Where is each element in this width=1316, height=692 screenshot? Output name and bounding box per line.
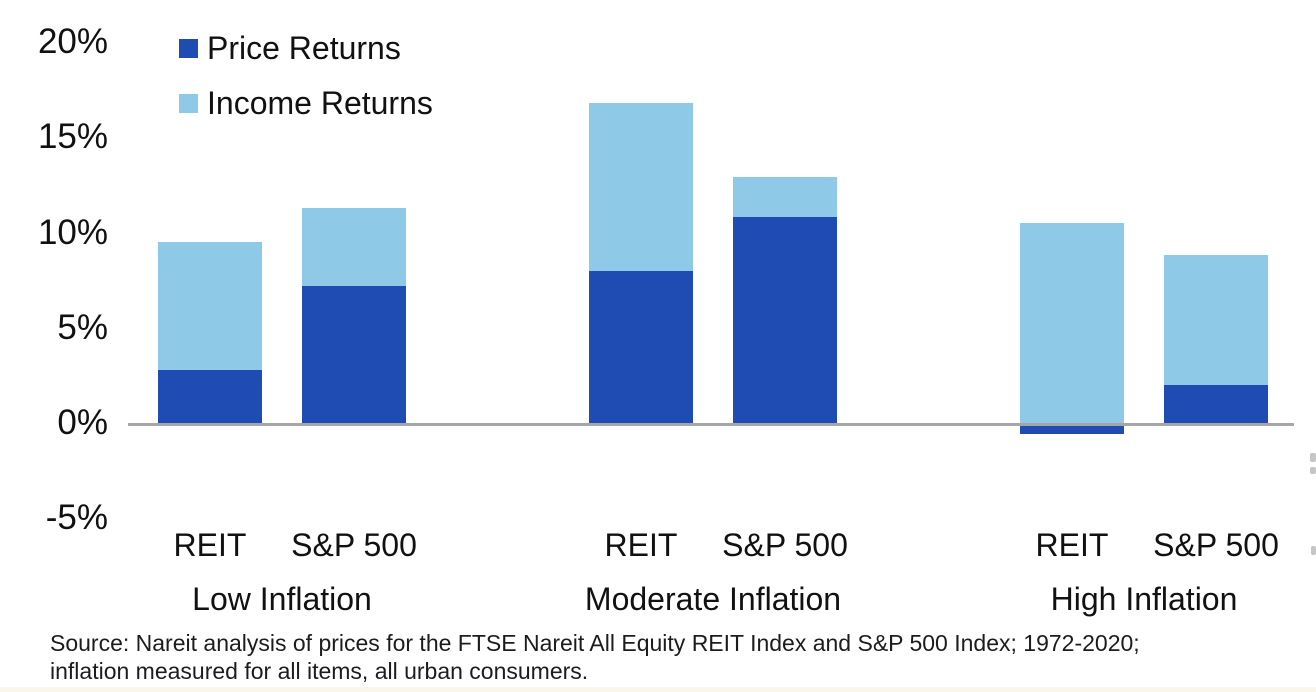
bar-label: S&P 500 (1153, 527, 1279, 563)
y-tick-label: 0% (57, 403, 108, 442)
y-tick-label: 20% (37, 22, 108, 61)
bar-label: S&P 500 (291, 527, 417, 563)
bar-segment-income (589, 102, 693, 271)
clipped-glyph-mark (1310, 453, 1316, 462)
zero-axis-line (128, 423, 1294, 426)
bar-segment-price (589, 270, 693, 423)
bar-segment-price-negative (1020, 426, 1124, 434)
legend-item: Income Returns (179, 85, 433, 121)
bar-segment-price (1164, 384, 1268, 423)
bar-segment-income (733, 177, 837, 218)
y-tick-label: -5% (45, 498, 108, 538)
bar-segment-price (733, 217, 837, 423)
legend-item: Price Returns (179, 30, 401, 66)
y-tick-label: 5% (57, 307, 108, 347)
bar-label: REIT (604, 527, 678, 563)
source-note: Source: Nareit analysis of prices for th… (50, 629, 1316, 685)
bar-segment-income (302, 207, 406, 286)
group-label: Low Inflation (192, 581, 372, 617)
bar-segment-price (158, 369, 262, 423)
bar-label: REIT (173, 527, 247, 563)
price-returns-swatch-icon (179, 38, 198, 58)
source-line-1: Source: Nareit analysis of prices for th… (50, 630, 1140, 656)
y-tick-label: 10% (37, 212, 108, 252)
clipped-glyph-mark (1310, 467, 1316, 474)
income-returns-swatch-icon (179, 93, 198, 113)
group-label: High Inflation (1050, 581, 1238, 617)
bar-segment-income (158, 242, 262, 370)
bar-segment-price (302, 285, 406, 423)
bar-segment-income (1164, 255, 1268, 385)
group-label: Moderate Inflation (584, 581, 842, 617)
bottom-edge-strip (0, 687, 1316, 692)
y-tick-label: 15% (37, 117, 108, 157)
bar-label: S&P 500 (722, 527, 848, 563)
legend-item-label: Price Returns (207, 30, 401, 66)
source-line-2: inflation measured for all items, all ur… (50, 658, 589, 684)
bar-label: REIT (1035, 527, 1109, 563)
legend-item-label: Income Returns (207, 85, 433, 121)
clipped-glyph-mark (1311, 546, 1316, 555)
bar-segment-income (1020, 222, 1124, 423)
